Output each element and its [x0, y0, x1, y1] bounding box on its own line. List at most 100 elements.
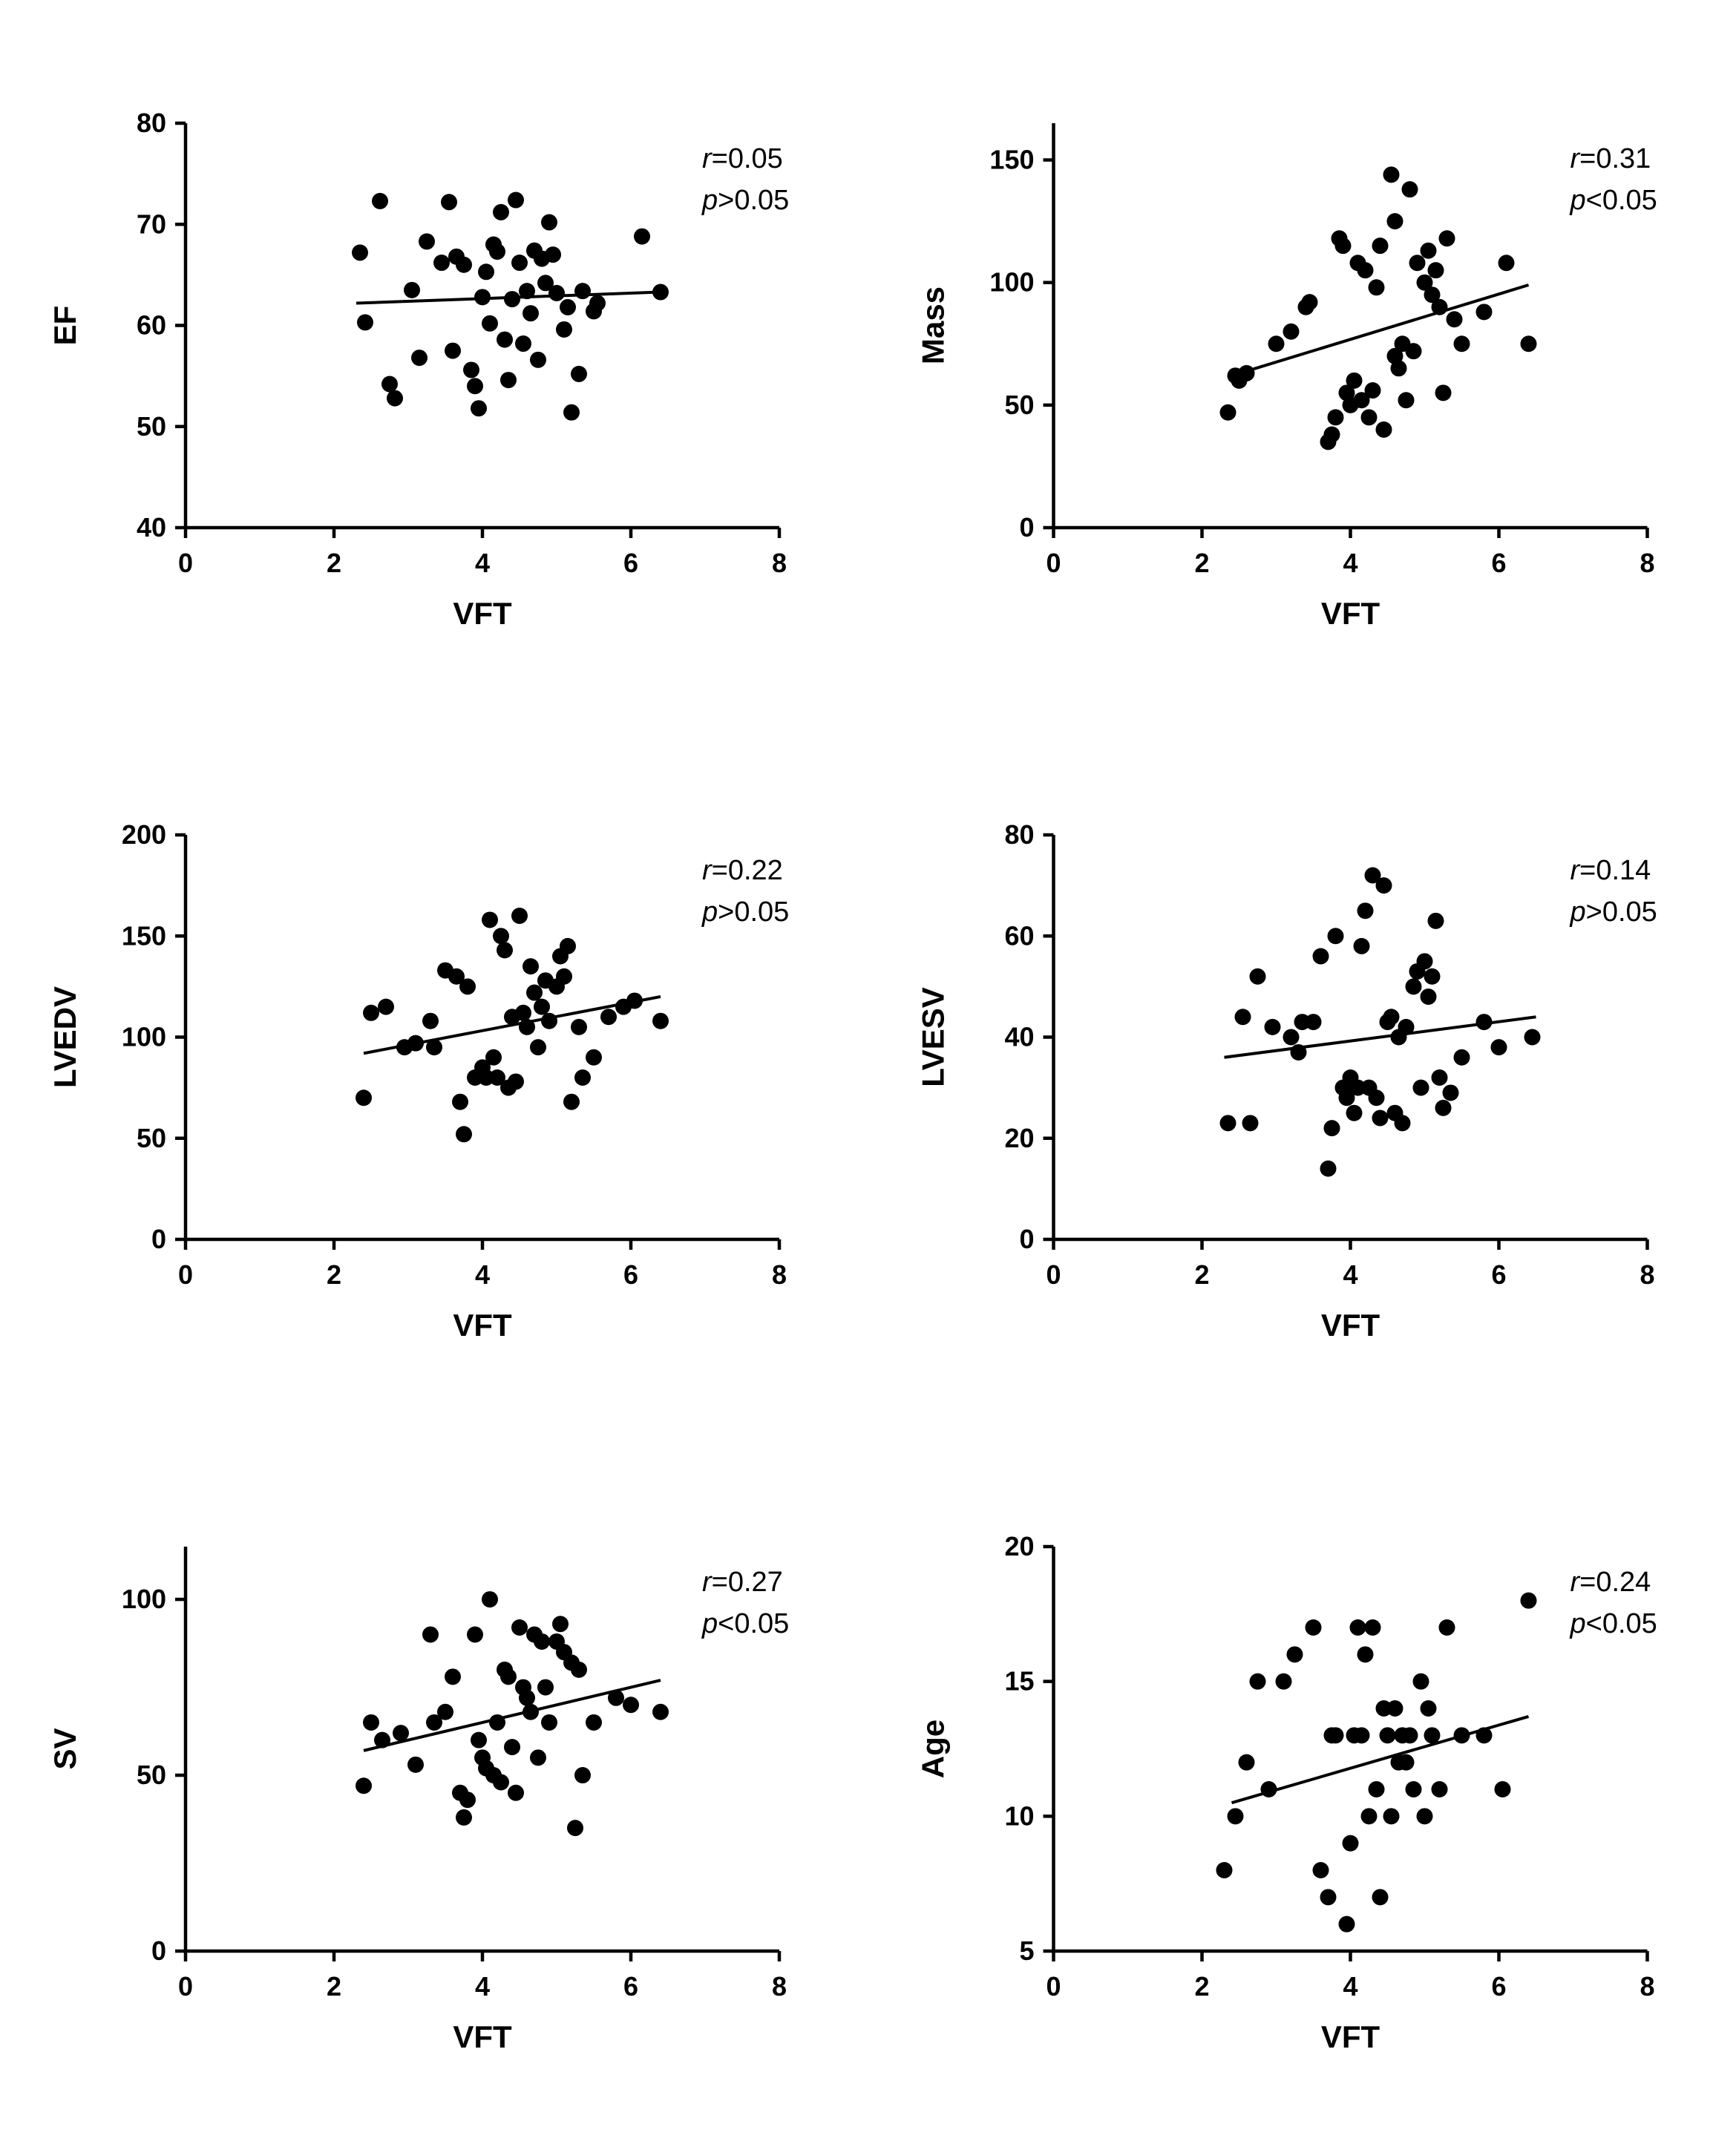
data-point	[363, 1004, 379, 1021]
data-point	[548, 284, 565, 301]
data-point	[426, 1039, 442, 1056]
data-point	[574, 1069, 591, 1086]
data-point	[1268, 335, 1285, 353]
data-point	[1283, 1029, 1300, 1046]
x-tick-label: 8	[1640, 548, 1654, 578]
data-point	[541, 1714, 557, 1731]
y-tick-label: 40	[1004, 1022, 1034, 1052]
data-point	[1283, 323, 1300, 340]
data-point	[467, 1626, 483, 1643]
y-tick-label: 40	[137, 512, 166, 543]
data-point	[1401, 1727, 1418, 1744]
y-tick-label: 0	[151, 1935, 166, 1966]
data-point	[1386, 347, 1403, 364]
y-tick-label: 150	[122, 920, 166, 951]
y-tick-label: 60	[1004, 920, 1034, 951]
data-point	[1453, 335, 1470, 353]
data-point	[504, 1739, 520, 1756]
data-point	[1398, 1018, 1415, 1035]
x-tick-label: 0	[1046, 1971, 1061, 2002]
data-point	[1349, 1619, 1366, 1636]
y-axis-label: EF	[48, 306, 82, 346]
data-point	[1342, 1835, 1359, 1852]
data-point	[519, 283, 535, 300]
data-point	[1375, 421, 1392, 438]
data-point	[441, 194, 457, 211]
data-point	[1234, 1009, 1251, 1026]
x-tick-label: 6	[623, 548, 638, 578]
data-point	[563, 404, 580, 421]
data-point	[1520, 335, 1537, 353]
data-point	[511, 1619, 528, 1636]
data-point	[1412, 1079, 1429, 1096]
data-point	[1338, 384, 1355, 401]
data-point	[374, 1731, 390, 1748]
data-point	[1323, 426, 1340, 443]
scatter-panel-lvesv-vs-vft: 0 20 40 60 80 0 2 4 6 8 r=0.14 p>0.05 VFT LVESV	[897, 724, 1736, 1435]
data-point	[1368, 279, 1385, 296]
data-point	[497, 942, 513, 959]
data-point	[482, 315, 498, 332]
data-point	[1475, 1727, 1493, 1744]
x-tick-label: 0	[178, 1259, 193, 1290]
data-point	[493, 928, 509, 945]
data-point	[474, 289, 491, 306]
data-point	[1453, 1727, 1470, 1744]
data-point	[478, 263, 494, 281]
annotation-r-value: r=0.24	[1570, 1567, 1651, 1598]
data-point	[574, 283, 591, 300]
data-point	[1475, 304, 1493, 321]
data-point	[537, 1679, 554, 1696]
x-tick-label: 4	[1343, 1971, 1357, 2002]
data-point	[485, 1049, 502, 1066]
data-point	[523, 1703, 539, 1720]
data-point	[1386, 213, 1403, 230]
data-point	[489, 243, 505, 260]
annotation-p-value: p<0.05	[701, 1608, 789, 1639]
data-point	[1524, 1029, 1541, 1046]
x-tick-label: 0	[1046, 548, 1061, 578]
data-point	[1368, 1781, 1385, 1797]
data-point	[1238, 364, 1255, 381]
data-point	[1219, 1115, 1237, 1132]
data-point	[1416, 1808, 1433, 1825]
scatter-panel-age-vs-vft: 5 10 15 20 0 2 4 6 8 r=0.24 p<0.05 VFT Age	[897, 1435, 1736, 2147]
chart-canvas: 40 50 60 70 80 0 2 4 6 8 r=0.05 p>0.05 VFT EF	[48, 108, 789, 631]
x-tick-label: 4	[475, 1259, 490, 1290]
y-tick-label: 60	[137, 310, 166, 341]
data-point	[1334, 237, 1352, 255]
y-tick-label: 0	[1019, 512, 1034, 543]
x-tick-label: 0	[1046, 1259, 1061, 1290]
data-point	[1475, 1014, 1493, 1031]
y-tick-label: 50	[1004, 390, 1034, 420]
data-point	[634, 228, 650, 245]
chart-canvas: 0 50 100 0 2 4 6 8 r=0.27 p<0.05 VFT SV	[48, 1547, 789, 2054]
data-point	[445, 342, 461, 359]
data-point	[589, 295, 606, 312]
x-tick-label: 6	[1491, 1259, 1506, 1290]
data-point	[1401, 181, 1418, 198]
data-point	[652, 1012, 669, 1029]
data-point	[1379, 1727, 1396, 1744]
y-tick-label: 0	[151, 1224, 166, 1254]
x-tick-label: 4	[1343, 1259, 1357, 1290]
annotation-r-value: r=0.31	[1570, 143, 1651, 174]
data-point	[556, 321, 572, 338]
x-tick-label: 8	[772, 1971, 787, 2002]
data-point	[445, 1668, 461, 1685]
data-point	[1357, 902, 1374, 920]
data-point	[1405, 978, 1422, 995]
data-point	[515, 335, 531, 353]
data-point	[1405, 343, 1422, 360]
x-tick-label: 2	[1194, 1971, 1209, 2002]
data-point	[1375, 877, 1392, 894]
x-tick-label: 8	[772, 548, 787, 578]
data-point	[508, 1073, 524, 1090]
x-tick-label: 4	[1343, 548, 1357, 578]
data-point	[1420, 242, 1437, 259]
y-tick-label: 20	[1004, 1123, 1034, 1153]
x-axis-label: VFT	[453, 596, 512, 631]
y-tick-label: 100	[989, 267, 1034, 298]
annotation-p-value: p<0.05	[1570, 185, 1657, 216]
data-point	[563, 1093, 580, 1110]
